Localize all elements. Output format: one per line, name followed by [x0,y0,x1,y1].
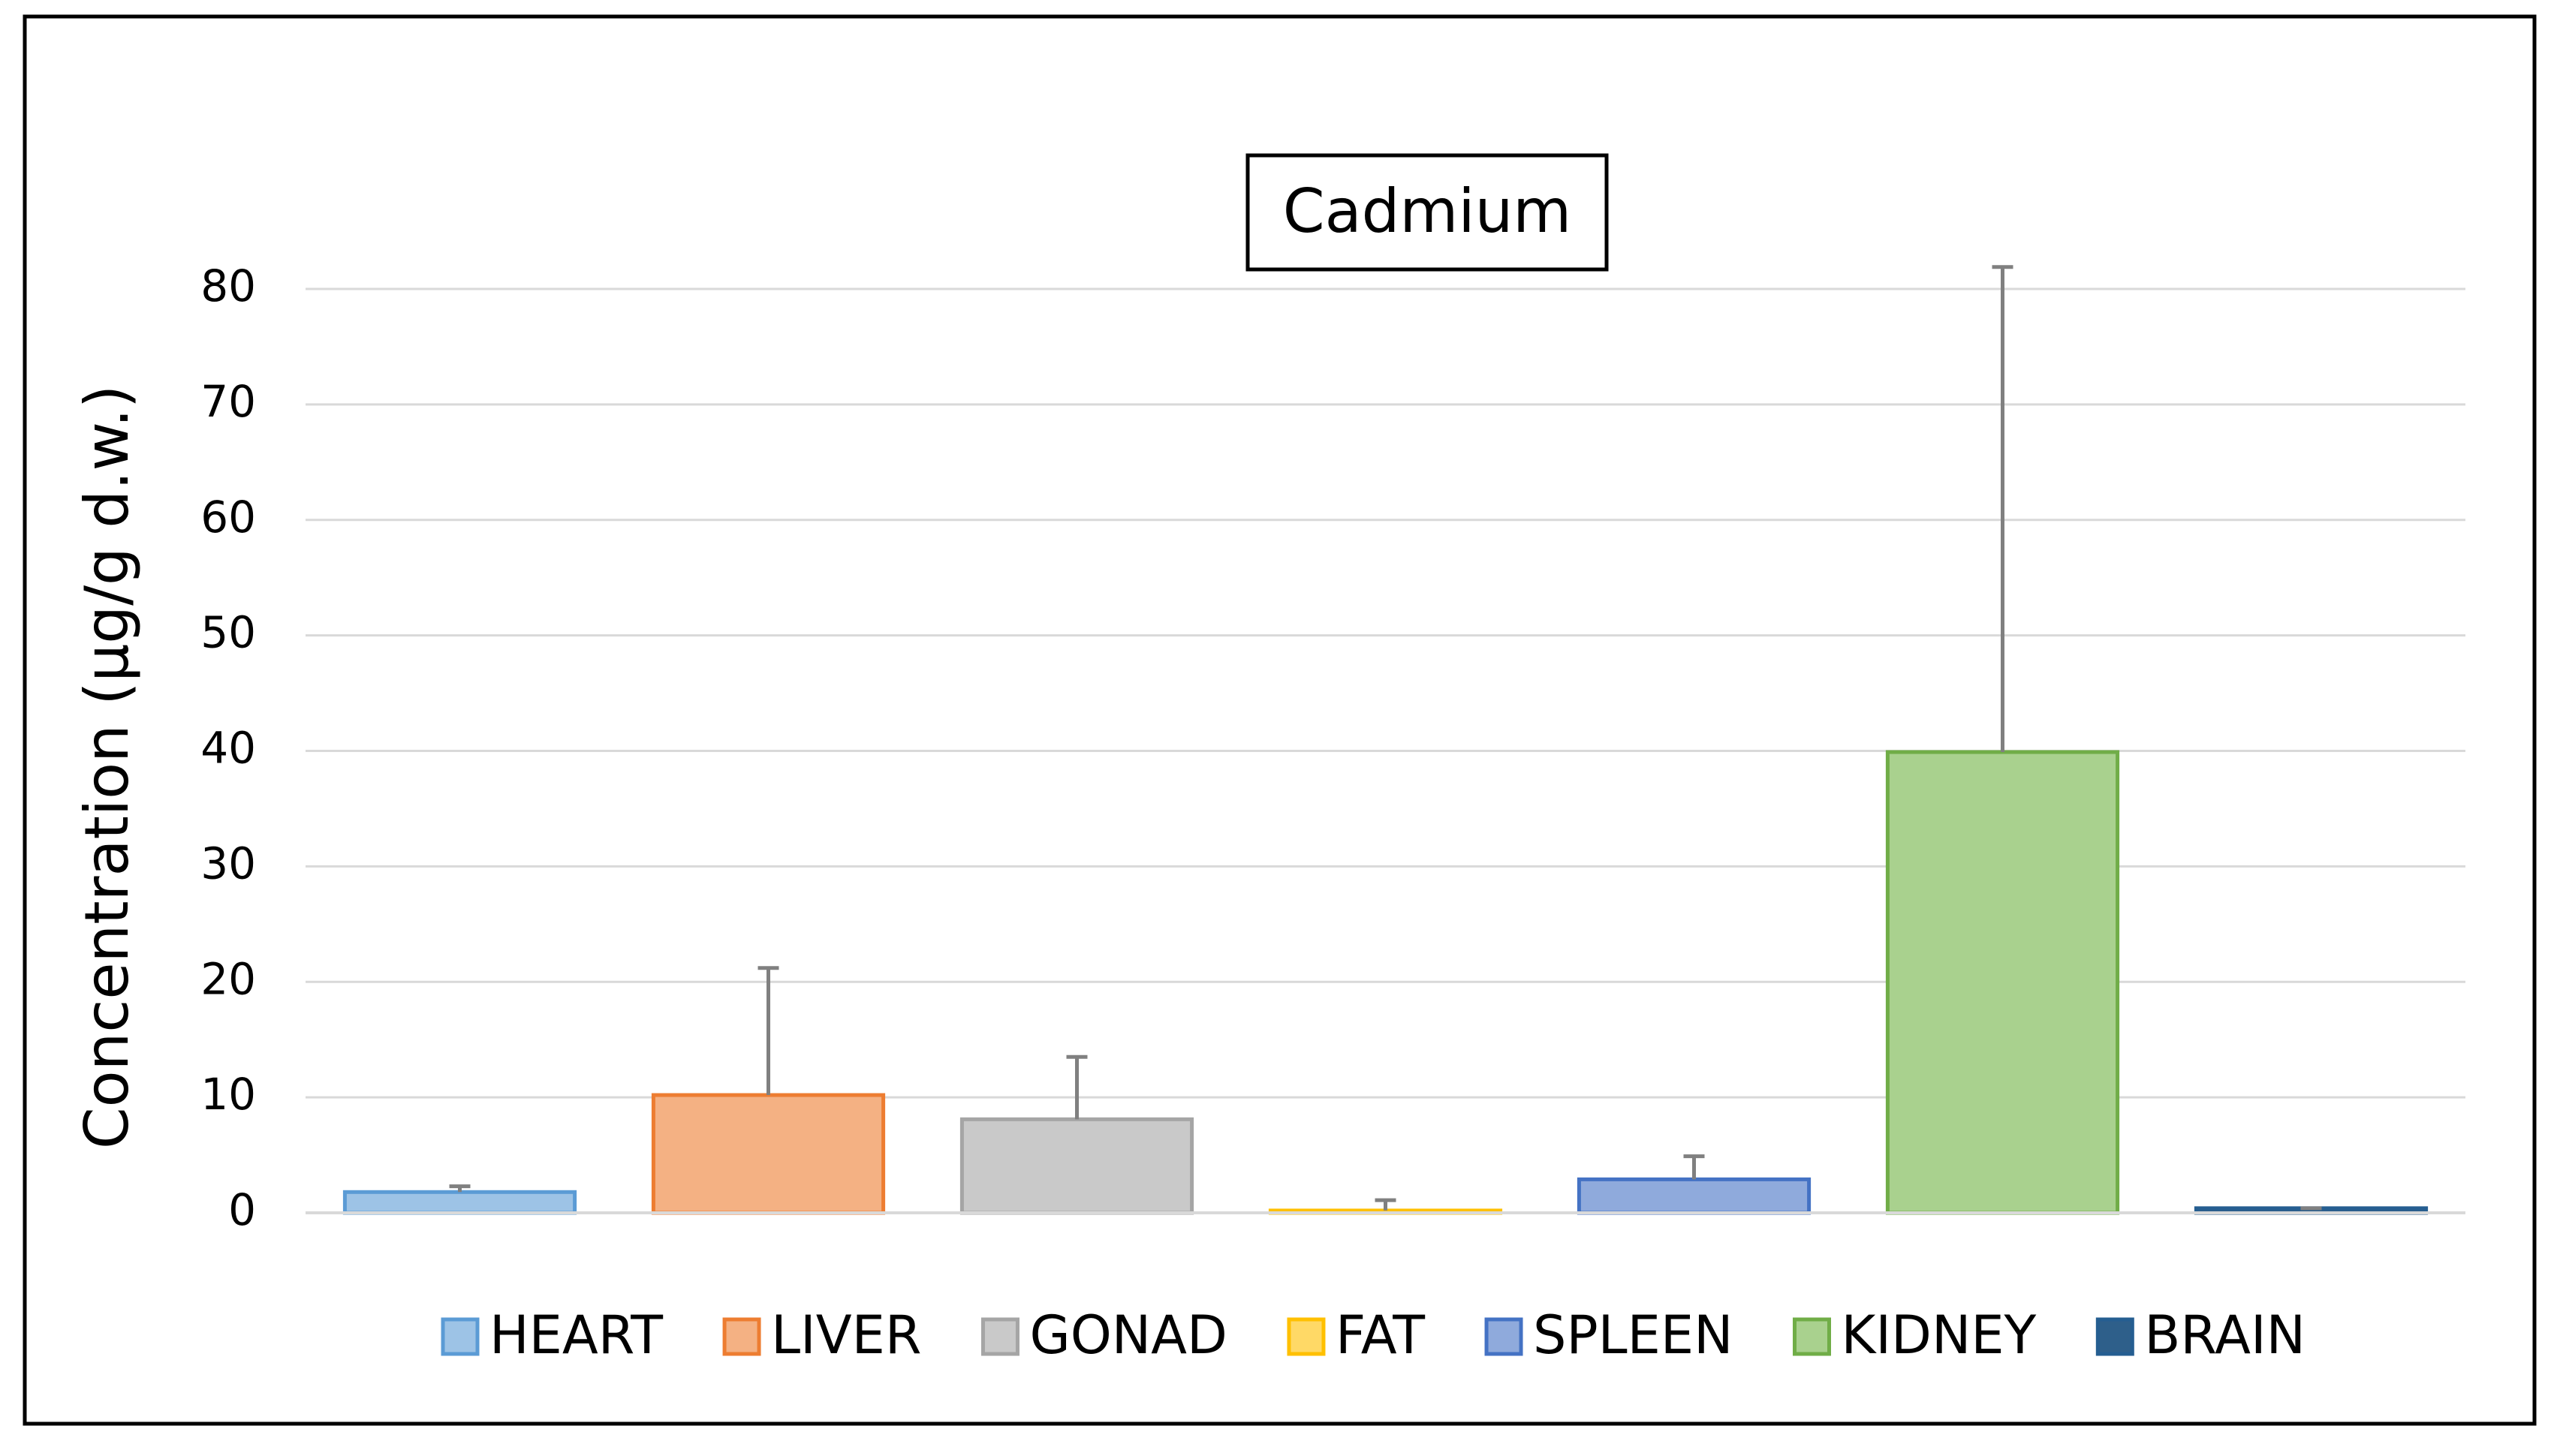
y-tick-label: 50 [200,607,256,658]
y-tick-label: 0 [228,1184,256,1235]
y-tick-label: 40 [200,723,256,774]
legend-label: HEART [489,1304,663,1366]
legend-label: FAT [1336,1304,1425,1366]
error-bar [1066,1054,1088,1120]
legend-label: KIDNEY [1842,1304,2037,1366]
legend-swatch [722,1317,761,1356]
y-tick-label: 60 [200,492,256,543]
chart-title: Cadmium [1283,176,1571,246]
error-bar [1992,265,2013,753]
legend-swatch [2095,1317,2134,1356]
title-box [1245,153,1609,272]
bar [1885,750,2120,1215]
error-bar [449,1184,471,1193]
legend-label: SPLEEN [1533,1304,1733,1366]
bar [1577,1177,1812,1215]
error-bar [1683,1154,1705,1180]
bar [651,1093,886,1215]
y-axis-label: Concentration (µg/g d.w.) [72,385,142,1149]
legend-swatch [1484,1317,1523,1356]
legend-swatch [1287,1317,1326,1356]
y-tick-label: 10 [200,1069,256,1120]
y-tick-label: 30 [200,838,256,889]
legend-swatch [1793,1317,1831,1356]
bar [342,1190,577,1215]
legend-label: GONAD [1029,1304,1227,1366]
legend-label: BRAIN [2144,1304,2306,1366]
legend-swatch [441,1317,480,1356]
y-tick-label: 70 [200,376,256,427]
legend-swatch [980,1317,1019,1356]
error-bar [757,966,779,1096]
y-tick-label: 20 [200,953,256,1004]
legend-label: LIVER [771,1304,921,1366]
error-bar [1375,1198,1396,1211]
y-tick-label: 80 [200,260,256,311]
bar [959,1117,1194,1215]
